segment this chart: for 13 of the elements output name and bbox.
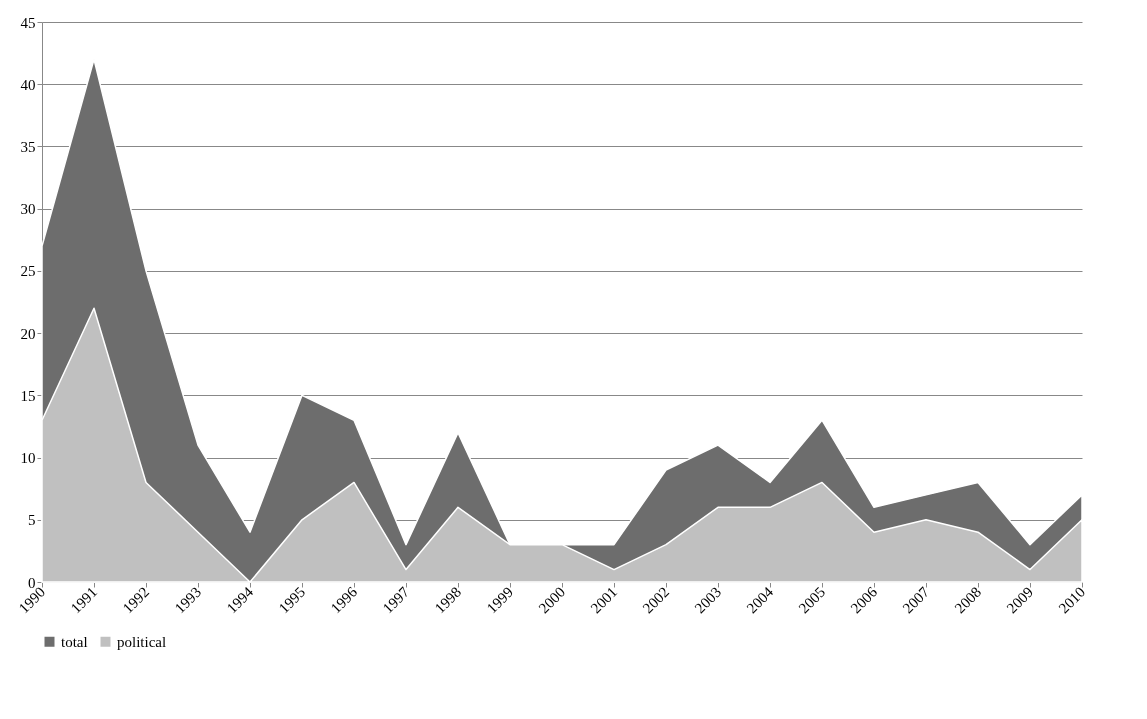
y-tick-label: 45 [20, 14, 36, 31]
legend-label: total [61, 633, 88, 650]
y-tick-label: 30 [20, 201, 36, 218]
y-tick-label: 20 [20, 325, 36, 342]
y-tick-label: 35 [20, 138, 36, 155]
y-tick-label: 15 [20, 387, 36, 404]
y-tick-label: 10 [20, 450, 36, 467]
y-tick-label: 25 [20, 263, 36, 280]
y-tick-label: 0 [28, 574, 36, 591]
y-tick-label: 40 [20, 76, 36, 93]
y-tick-label: 5 [28, 512, 36, 529]
x-tick-label: 1991 [67, 583, 101, 617]
legend-label: political [117, 633, 167, 650]
